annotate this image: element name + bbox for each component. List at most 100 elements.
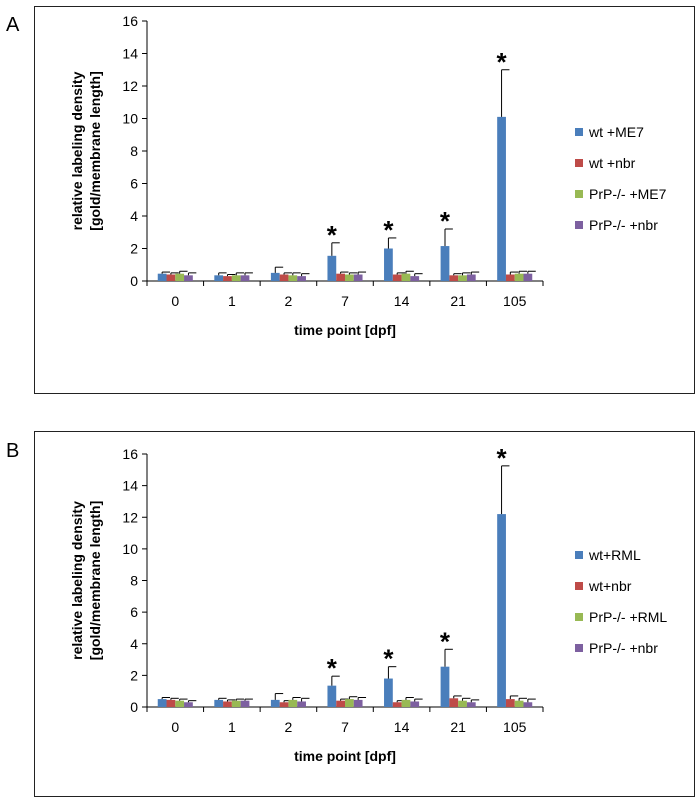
bar [157,273,167,281]
legend-swatch [575,644,583,652]
bar [345,274,354,281]
bar [231,700,241,707]
x-axis-title: time point [dpf] [294,322,396,338]
bar [458,700,467,707]
bar [336,273,345,281]
legend-entry: wt+RML [588,547,641,563]
series-1 [166,695,519,707]
y-tick-label: 8 [130,573,138,589]
bar [505,274,515,281]
bar [231,275,241,281]
x-axis-title: time point [dpf] [294,748,396,764]
bar [288,699,298,707]
legend-entry: PrP-/- +nbr [589,217,658,233]
bar [523,702,533,707]
significance-star: * [440,626,451,656]
bar [514,700,524,707]
series-2 [175,696,527,707]
y-tick-label: 2 [130,667,138,683]
bar [410,276,420,281]
significance-star: * [496,47,507,77]
bar [175,273,185,281]
x-tick-label: 105 [503,293,527,309]
bar [353,699,363,707]
bar [401,699,411,707]
bar [392,274,402,281]
y-axis-title-line: relative labeling density [69,501,85,660]
bar [505,699,515,707]
series-0 [157,69,510,281]
chart-panel-a: 0 2 4 6 8 10 12 14 16 0 1 2 7 14 21 105 * * * * relative lab… [34,6,695,394]
bar [345,699,354,707]
bar [353,274,363,281]
bar [240,700,250,707]
y-tick-label: 4 [130,208,138,224]
y-tick-label: 8 [130,143,138,159]
bar [175,700,185,707]
bar [440,246,450,281]
legend-entry: wt+nbr [588,578,632,594]
x-tick-label: 1 [228,293,236,309]
bar [401,273,411,281]
y-tick-label: 12 [122,509,138,525]
bar [449,698,459,707]
significance-star: * [383,215,394,245]
y-tick-label: 6 [130,604,138,620]
y-tick-label: 2 [130,241,138,257]
y-tick-label: 4 [130,636,138,652]
bar [458,275,467,281]
bar [240,275,250,281]
legend-swatch [575,190,583,198]
x-tick-label: 0 [171,293,179,309]
bar [297,701,306,707]
bar [166,274,176,281]
significance-star: * [496,443,507,473]
bar [184,275,193,281]
series-2 [175,270,527,281]
y-tick-label: 6 [130,176,138,192]
x-tick-label: 105 [503,719,527,735]
bar [214,699,224,707]
panel-label-b: B [6,440,20,462]
significance-star: * [327,220,338,250]
bar [288,275,298,281]
y-tick-label: 14 [122,478,138,494]
y-tick-label: 14 [122,46,138,62]
bar [166,699,176,707]
bar [410,701,420,707]
y-tick-label: 0 [130,273,138,289]
legend-swatch [575,159,583,167]
bar [384,678,393,707]
bar [440,666,450,707]
y-tick-label: 10 [122,541,138,557]
x-tick-label: 0 [171,719,179,735]
bar [466,274,476,281]
legend-swatch [575,582,583,590]
bar [270,272,280,281]
significance-star: * [440,206,451,236]
legend-entry: PrP-/- +ME7 [589,186,667,202]
x-tick-label: 21 [450,293,466,309]
significance-star: * [327,653,338,683]
x-tick-label: 14 [394,293,410,309]
bar [392,702,402,707]
bar [279,274,289,281]
y-tick-label: 10 [122,111,138,127]
y-axis-title: relative labeling density [gold/membrane … [69,501,103,660]
series-3 [184,270,536,281]
bar [523,273,533,281]
x-tick-label: 7 [341,293,349,309]
bar [279,702,289,707]
bar [223,701,232,707]
bar [270,699,280,707]
series-3 [184,697,536,707]
bar [497,514,506,707]
x-tick-label: 21 [450,719,466,735]
legend-swatch [575,551,583,559]
y-axis-title-line: [gold/membrane length] [87,501,103,660]
legend-entry: PrP-/- +nbr [589,640,658,656]
bar [336,700,345,707]
bar [157,699,167,707]
